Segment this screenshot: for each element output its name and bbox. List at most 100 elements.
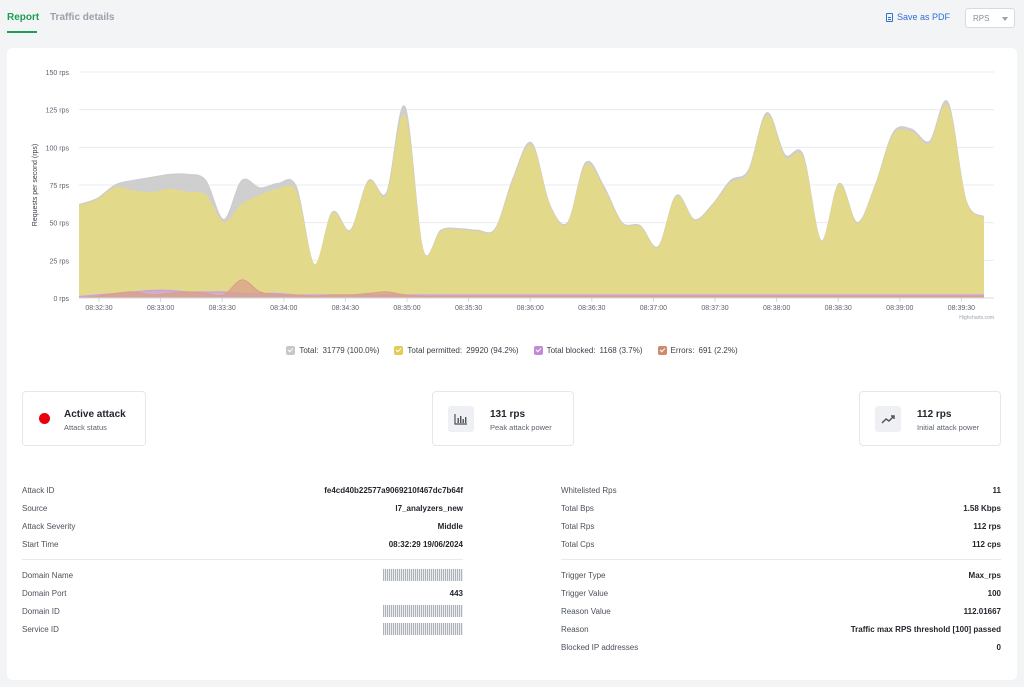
x-tick-label: 08:36:00 [517,305,544,312]
detail-row-blocked-ips: Blocked IP addresses 0 [561,643,1001,655]
detail-row-attack-id: Attack ID fe4cd40b22577a9069210f467dc7b6… [22,486,463,498]
bar-chart-icon [448,406,474,432]
reason-label: Reason [561,625,589,634]
y-tick-label: 150 rps [46,70,70,77]
metric-select[interactable]: RPS [965,8,1015,28]
redacted-domain-name [383,569,463,581]
detail-row-domain-name: Domain Name [22,569,463,583]
top-bar: Report Traffic details Save as PDF RPS [0,0,1024,38]
detail-row-trigger-type: Trigger Type Max_rps [561,571,1001,583]
detail-row-reason-value: Reason Value 112.01667 [561,607,1001,619]
domain-name-label: Domain Name [22,571,74,580]
series-area-errors[interactable] [79,279,984,298]
chart-credit[interactable]: Highcharts.com [959,315,994,321]
peak-power-label: Peak attack power [490,423,552,432]
y-axis-title: Requests per second (rps) [32,144,39,226]
x-tick-label: 08:37:00 [640,305,667,312]
reason-value: Traffic max RPS threshold [100] passed [850,625,1001,634]
trigger-value-label: Trigger Value [561,589,609,598]
y-tick-label: 100 rps [46,145,70,152]
trigger-type-value: Max_rps [968,571,1001,580]
series-line-errors [78,279,984,299]
reason-value-value: 112.01667 [963,607,1001,616]
attack-id-label: Attack ID [22,486,55,495]
legend-item-errors[interactable]: Errors: 691 (2.2%) [657,346,738,355]
total-rps-label: Total Rps [561,522,595,531]
domain-port-value: 443 [449,589,463,598]
attack-id-value: fe4cd40b22577a9069210f467dc7b64f [324,486,463,495]
domain-port-label: Domain Port [22,589,67,598]
y-tick-label: 0 rps [53,296,69,303]
document-icon [886,12,893,22]
detail-row-total-cps: Total Cps 112 cps [561,540,1001,552]
whitelisted-value: 11 [992,486,1001,495]
initial-power-value: 112 rps [917,409,952,420]
legend-label-blocked: Total blocked: [546,346,596,355]
x-tick-label: 08:37:30 [701,305,728,312]
x-tick-label: 08:38:00 [763,305,790,312]
legend-checkbox-blocked[interactable] [533,346,543,355]
x-tick-label: 08:33:30 [209,305,236,312]
total-cps-label: Total Cps [561,540,595,549]
redacted-service-id [383,623,463,635]
start-time-value: 08:32:29 19/06/2024 [388,540,463,549]
attack-status-title: Active attack [64,409,126,420]
detail-row-start-time: Start Time 08:32:29 19/06/2024 [22,540,463,552]
status-dot [39,413,50,424]
x-tick-label: 08:34:00 [270,305,297,312]
save-as-pdf-label: Save as PDF [897,12,951,22]
detail-row-domain-port: Domain Port 443 [22,589,463,601]
legend-value-total: 31779 (100.0%) [322,346,380,355]
trend-up-icon [875,406,901,432]
blocked-ips-label: Blocked IP addresses [561,643,639,652]
legend-item-total[interactable]: Total: 31779 (100.0%) [286,346,379,355]
legend-label-errors: Errors: [670,346,695,355]
save-as-pdf-button[interactable]: Save as PDF [886,12,950,22]
total-rps-value: 112 rps [973,522,1001,531]
report-card: 0 rps 25 rps 50 rps 75 rps 100 rps 125 rps 150… [7,48,1017,680]
x-tick-label: 08:38:30 [825,305,852,312]
legend-checkbox-errors[interactable] [657,346,667,355]
service-id-label: Service ID [22,625,59,634]
legend-value-blocked: 1168 (3.7%) [599,346,643,355]
details-divider-right [561,559,1001,560]
tab-report[interactable]: Report [7,12,40,23]
legend-checkbox-permitted[interactable] [394,346,404,355]
attack-status-label: Attack status [64,423,107,432]
metric-select-value: RPS [973,14,990,23]
severity-label: Attack Severity [22,522,76,531]
legend-label-permitted: Total permitted: [407,346,463,355]
x-tick-label: 08:35:00 [393,305,420,312]
rps-area-chart: 0 rps 25 rps 50 rps 75 rps 100 rps 125 rps 150… [32,70,994,321]
peak-power-value: 131 rps [490,409,526,420]
x-tick-label: 08:39:00 [886,305,913,312]
x-tick-label: 08:35:30 [455,305,482,312]
tab-traffic-details[interactable]: Traffic details [50,12,115,23]
start-time-label: Start Time [22,540,59,549]
detail-row-total-bps: Total Bps 1.58 Kbps [561,504,1001,516]
reason-value-label: Reason Value [561,607,611,616]
detail-row-domain-id: Domain ID [22,605,463,619]
total-cps-value: 112 cps [972,540,1001,549]
legend-item-blocked[interactable]: Total blocked: 1168 (3.7%) [533,346,643,355]
y-tick-label: 25 rps [50,258,70,265]
attack-status-card: Active attack Attack status [22,391,146,446]
x-tick-label: 08:39:30 [948,305,975,312]
detail-row-total-rps: Total Rps 112 rps [561,522,1001,534]
detail-row-service-id: Service ID [22,623,463,637]
x-tick-label: 08:33:00 [147,305,174,312]
legend-checkbox-total[interactable] [286,346,296,355]
trigger-value-value: 100 [987,589,1001,598]
series-area-permitted[interactable] [79,105,984,298]
legend-value-permitted: 29920 (94.2%) [466,346,519,355]
chart-legend: Total: 31779 (100.0%) Total permitted: 2… [7,346,1017,355]
series-line-permitted [78,104,985,266]
chevron-down-icon [1002,17,1008,21]
legend-item-permitted[interactable]: Total permitted: 29920 (94.2%) [394,346,519,355]
domain-id-label: Domain ID [22,607,60,616]
detail-row-whitelisted: Whitelisted Rps 11 [561,486,1001,498]
detail-row-severity: Attack Severity Middle [22,522,463,534]
x-tick-label: 08:32:30 [85,305,112,312]
y-tick-label: 125 rps [46,108,70,115]
peak-power-card: 131 rps Peak attack power [432,391,574,446]
